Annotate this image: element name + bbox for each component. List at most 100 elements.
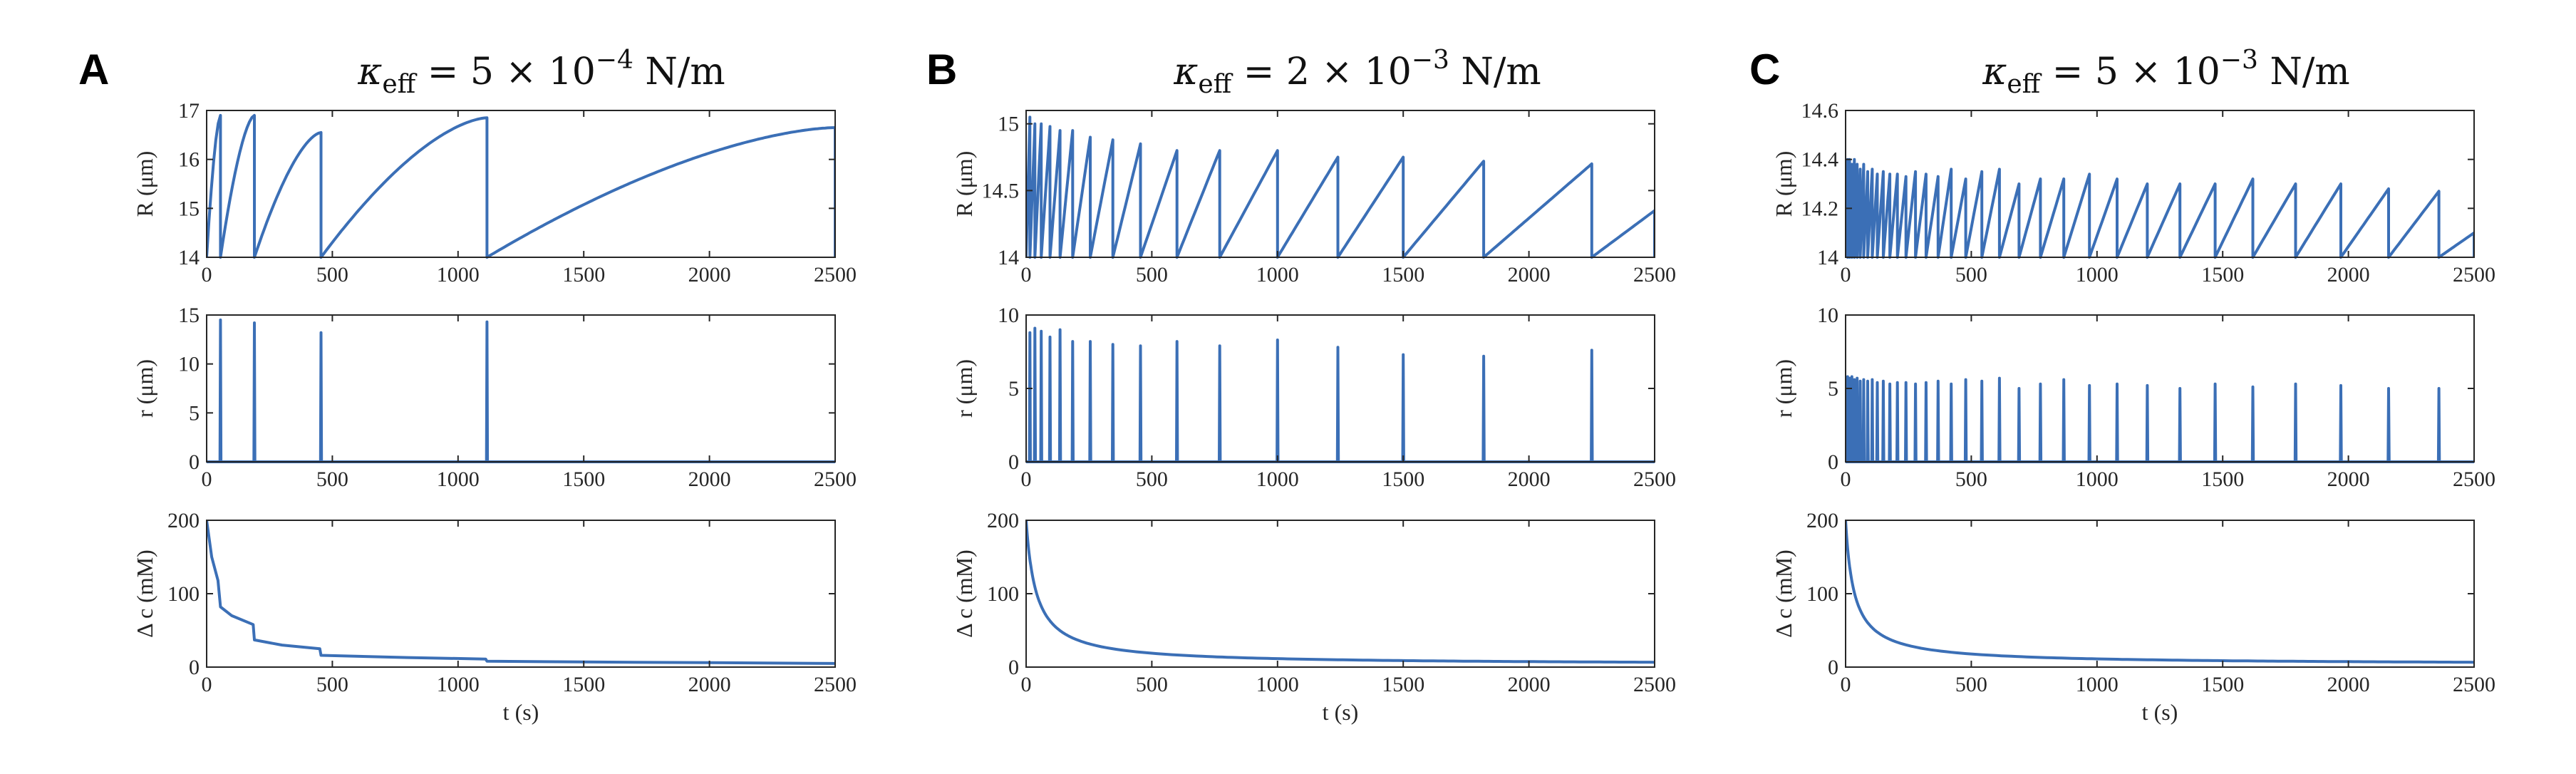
y-tick-label: 200 (1806, 509, 1838, 532)
x-tick-label: 1000 (2076, 263, 2119, 287)
x-tick-label: 2500 (814, 468, 857, 491)
x-tick-label: 1500 (2201, 468, 2244, 491)
axes-frame (1025, 314, 1655, 463)
x-tick-label: 2000 (1508, 263, 1551, 287)
x-tick-label: 1000 (1256, 673, 1299, 696)
axes-frame (1845, 520, 2475, 668)
axes-C-R: 0 500 1000 1500 2000 2500 14 14.2 14.4 14.6 R (μm) (1771, 99, 2495, 287)
series-line-B-r (1026, 326, 1655, 463)
x-tick-label: 500 (1955, 673, 1987, 696)
x-tick-label: 0 (202, 468, 212, 491)
y-tick-label: 200 (987, 509, 1019, 532)
x-tick-label: 500 (1136, 673, 1168, 696)
x-tick-label: 2500 (814, 263, 857, 287)
x-tick-label: 1000 (2076, 673, 2119, 696)
y-tick-label: 200 (167, 509, 200, 532)
x-tick-label: 0 (1021, 673, 1032, 696)
y-tick-label: 5 (1828, 377, 1838, 401)
y-tick-label: 14.6 (1801, 99, 1839, 123)
x-tick-label: 2000 (688, 468, 731, 491)
axes-frame (1845, 110, 2475, 258)
series-line-B-R (1026, 115, 1655, 259)
x-tick-label: 1500 (1382, 468, 1424, 491)
x-tick-label: 1000 (1256, 468, 1299, 491)
x-tick-label: 500 (316, 673, 348, 696)
axes-A-R: 0 500 1000 1500 2000 2500 14 15 16 17 R (μm) (132, 99, 857, 287)
y-axis-label: r (μm) (1771, 359, 1796, 418)
y-tick-label: 0 (1008, 450, 1019, 474)
y-tick-label: 14 (1817, 246, 1838, 269)
x-tick-label: 0 (1841, 468, 1851, 491)
x-tick-label: 500 (1136, 468, 1168, 491)
x-tick-label: 2500 (814, 673, 857, 696)
x-tick-label: 2000 (1508, 468, 1551, 491)
y-tick-label: 14.5 (982, 179, 1020, 202)
x-tick-label: 0 (1021, 468, 1032, 491)
x-tick-label: 1500 (1382, 673, 1424, 696)
axes-A-dc: 0 500 1000 1500 2000 2500 0 100 200 Δ c (mM) t (s) (132, 509, 857, 725)
series-line-C-dc (1846, 520, 2474, 664)
y-tick-label: 10 (1817, 304, 1838, 327)
axes-frame (206, 314, 836, 463)
x-tick-label: 2500 (2453, 673, 2495, 696)
y-axis-label: R (μm) (132, 151, 157, 217)
x-axis-label: t (s) (2142, 699, 2178, 725)
x-tick-label: 500 (316, 468, 348, 491)
y-tick-label: 5 (1008, 377, 1019, 401)
y-tick-label: 14.4 (1801, 148, 1839, 172)
panel-title-B: κeff = 2 × 10−3 N/m (1173, 46, 1541, 99)
y-tick-label: 5 (189, 401, 200, 425)
y-tick-label: 100 (167, 582, 200, 606)
panel-title-C: κeff = 5 × 10−3 N/m (1982, 46, 2349, 99)
y-tick-label: 15 (178, 304, 200, 327)
y-tick-label: 16 (178, 148, 200, 172)
y-tick-label: 0 (1828, 450, 1838, 474)
x-tick-label: 1000 (437, 468, 480, 491)
series-line-B-dc (1026, 520, 1655, 664)
y-axis-label: R (μm) (951, 151, 977, 217)
y-tick-label: 14 (998, 246, 1019, 269)
y-tick-label: 0 (189, 656, 200, 679)
x-tick-label: 0 (1841, 673, 1851, 696)
panel-letter-C: C (1749, 46, 1780, 93)
x-tick-label: 1500 (2201, 263, 2244, 287)
y-axis-label: Δ c (mM) (951, 549, 977, 638)
x-tick-label: 1500 (562, 673, 605, 696)
x-axis-label: t (s) (1323, 699, 1359, 725)
x-tick-label: 1000 (1256, 263, 1299, 287)
x-tick-label: 500 (1955, 263, 1987, 287)
x-tick-label: 500 (1955, 468, 1987, 491)
panel-letter-B: B (926, 46, 957, 93)
y-tick-label: 0 (189, 450, 200, 474)
y-tick-label: 15 (178, 197, 200, 220)
x-tick-label: 1000 (437, 673, 480, 696)
x-axis-label: t (s) (503, 699, 539, 725)
axes-B-R: 0 500 1000 1500 2000 2500 14 14.5 15 R (μm) (951, 110, 1676, 287)
x-tick-label: 0 (202, 263, 212, 287)
x-tick-label: 1500 (562, 263, 605, 287)
x-tick-label: 2500 (1633, 673, 1676, 696)
axes-B-dc: 0 500 1000 1500 2000 2500 0 100 200 Δ c (mM) t (s) (951, 509, 1676, 725)
x-tick-label: 0 (1841, 263, 1851, 287)
x-tick-label: 2000 (1508, 673, 1551, 696)
axes-A-r: 0 500 1000 1500 2000 2500 0 5 10 15 r (μm) (132, 304, 857, 491)
y-axis-label: Δ c (mM) (1771, 549, 1796, 638)
y-tick-label: 10 (178, 353, 200, 376)
x-tick-label: 2500 (1633, 263, 1676, 287)
series-line-C-R (1846, 158, 2474, 259)
x-tick-label: 2500 (2453, 263, 2495, 287)
series-line-A-R (207, 113, 835, 259)
y-tick-label: 100 (1806, 582, 1838, 606)
x-tick-label: 2500 (1633, 468, 1676, 491)
x-tick-label: 0 (1021, 263, 1032, 287)
x-tick-label: 1500 (562, 468, 605, 491)
x-tick-label: 0 (202, 673, 212, 696)
axes-C-r: 0 500 1000 1500 2000 2500 0 5 10 r (μm) (1771, 304, 2495, 491)
y-tick-label: 0 (1828, 656, 1838, 679)
x-tick-label: 2000 (2327, 673, 2370, 696)
axes-frame (1025, 110, 1655, 258)
y-axis-label: Δ c (mM) (132, 549, 157, 638)
panel-letter-A: A (78, 46, 109, 93)
x-tick-label: 2500 (2453, 468, 2495, 491)
